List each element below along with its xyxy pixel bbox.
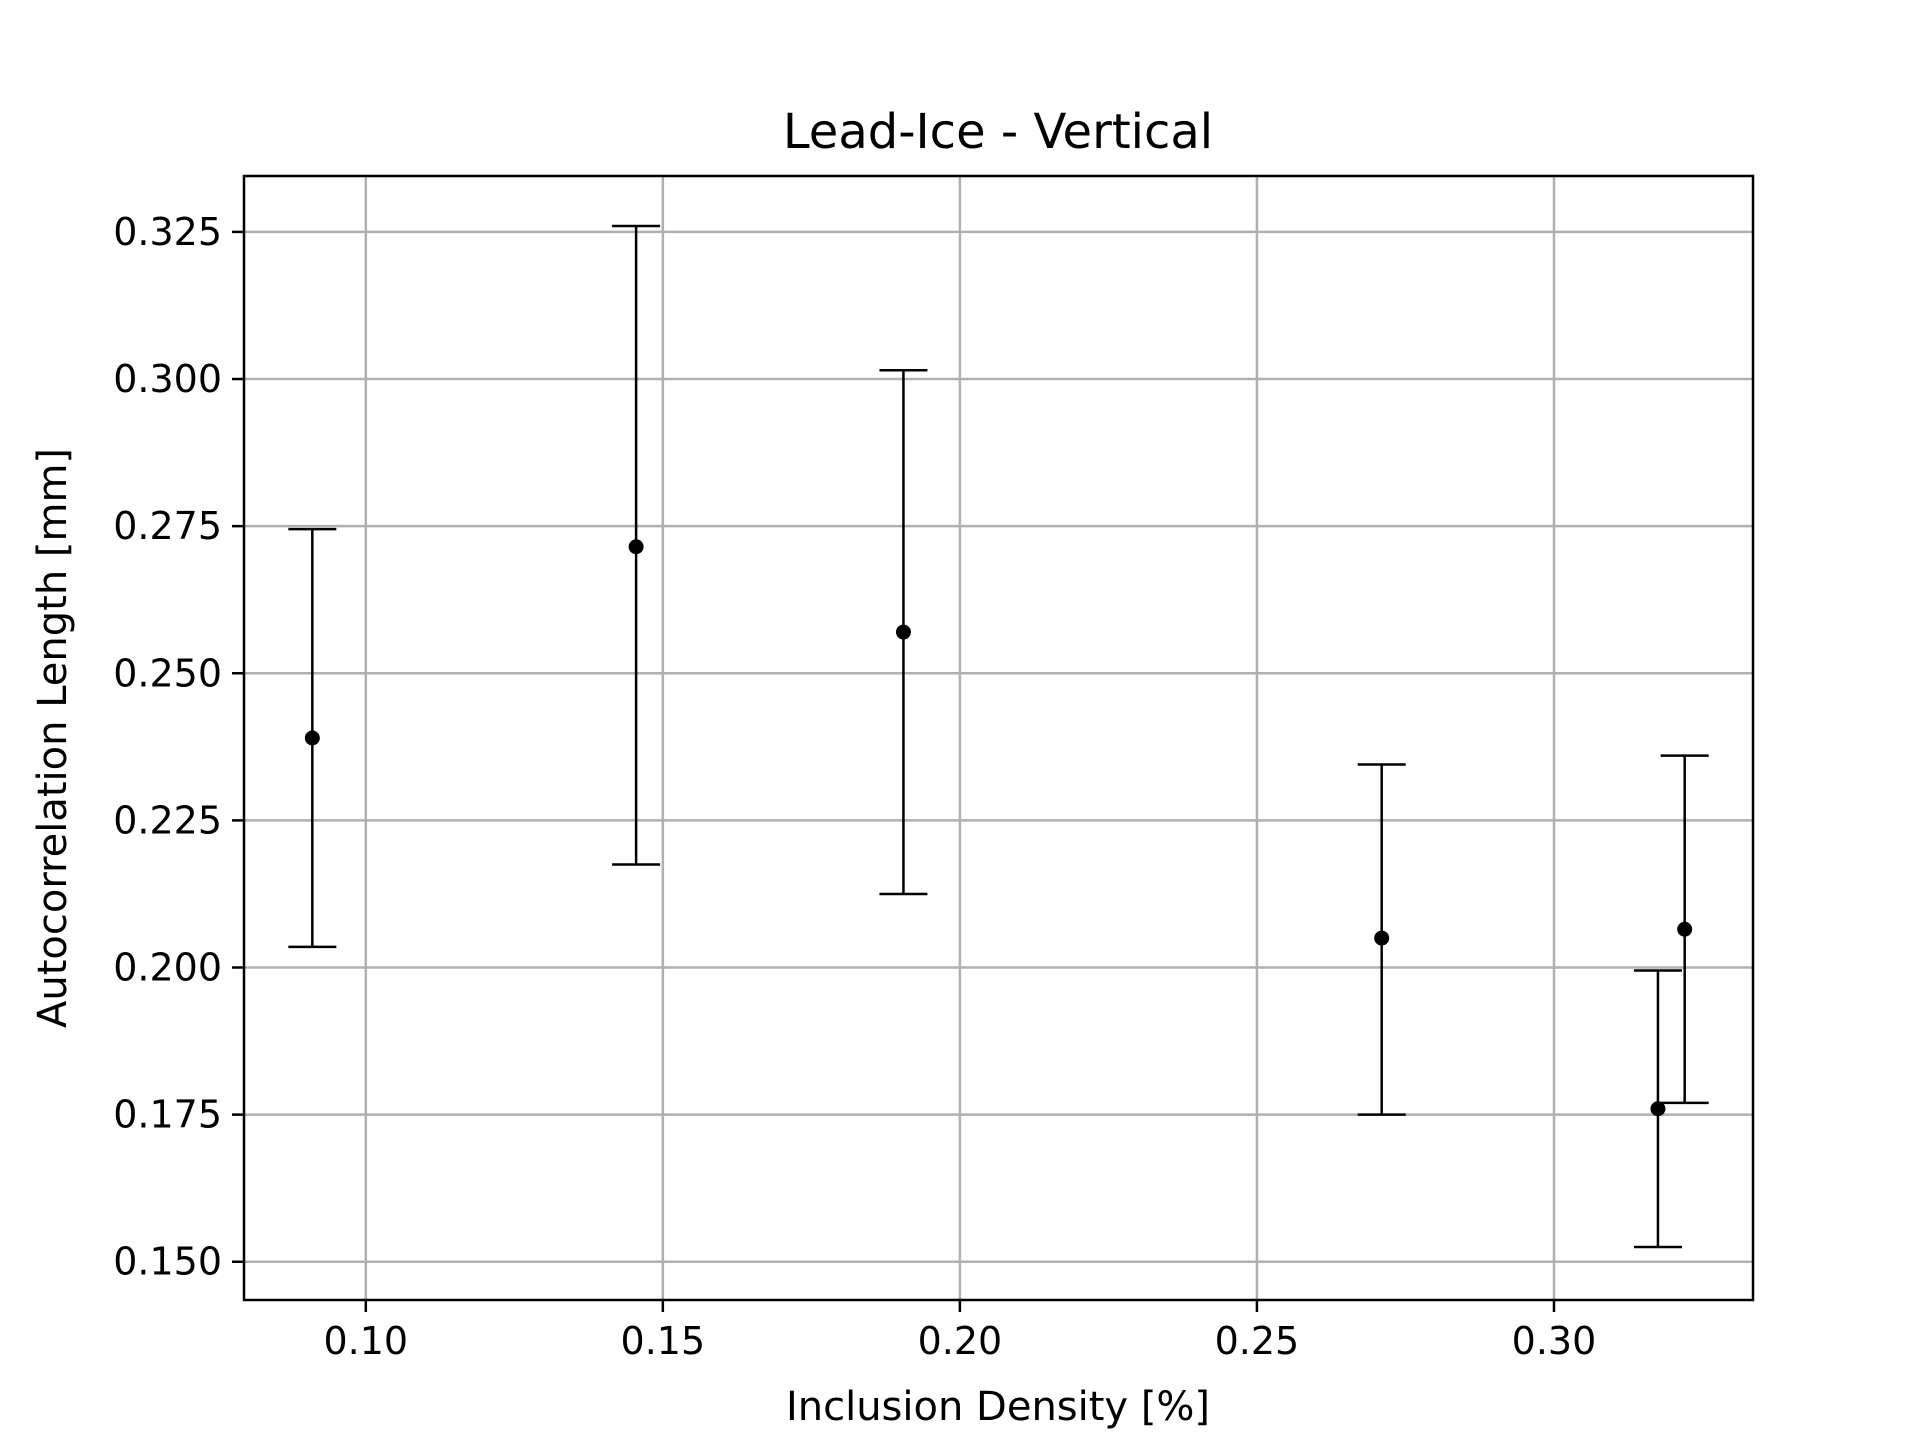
x-tick-label: 0.20 <box>918 1319 1003 1363</box>
y-axis-label: Autocorrelation Length [mm] <box>30 448 76 1028</box>
data-point <box>1650 1101 1666 1117</box>
y-tick-label: 0.200 <box>113 946 222 990</box>
y-tick-label: 0.275 <box>113 504 222 548</box>
y-tick-label: 0.300 <box>113 357 222 401</box>
y-tick-label: 0.175 <box>113 1093 222 1137</box>
y-axis-ticks: 0.150 0.175 0.200 0.225 0.250 0.275 0.300 0.325 <box>113 210 244 1284</box>
y-tick-label: 0.250 <box>113 651 222 695</box>
grid-lines <box>244 176 1753 1300</box>
x-tick-label: 0.25 <box>1215 1319 1300 1363</box>
y-tick-label: 0.325 <box>113 210 222 254</box>
x-axis-ticks: 0.10 0.15 0.20 0.25 0.30 <box>323 1300 1596 1363</box>
y-tick-label: 0.225 <box>113 798 222 842</box>
x-tick-label: 0.10 <box>323 1319 408 1363</box>
data-point <box>304 730 320 746</box>
x-tick-label: 0.15 <box>621 1319 706 1363</box>
data-point <box>1677 921 1693 937</box>
x-axis-label: Inclusion Density [%] <box>786 1384 1210 1430</box>
data-point <box>1374 930 1390 946</box>
data-point <box>895 624 911 640</box>
chart-title: Lead-Ice - Vertical <box>783 104 1213 160</box>
data-points <box>304 539 1693 1117</box>
data-point <box>628 539 644 555</box>
y-tick-label: 0.150 <box>113 1240 222 1284</box>
x-tick-label: 0.30 <box>1512 1319 1597 1363</box>
plot-area-frame <box>242 174 1755 1302</box>
